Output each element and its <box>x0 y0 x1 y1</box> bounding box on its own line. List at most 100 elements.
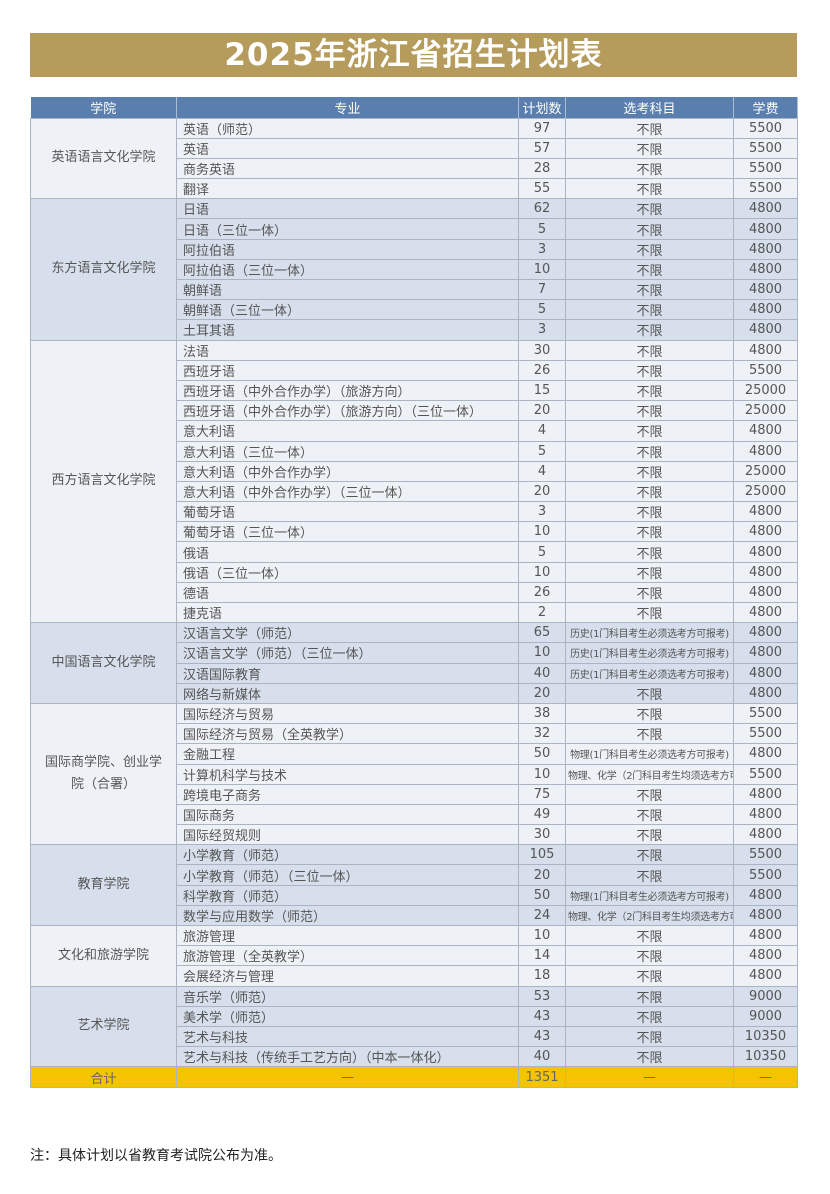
table-row: 俄语（三位一体） 10 不限 4800 <box>31 561 798 583</box>
subjects-cell: 不限 <box>565 581 734 604</box>
subjects-cell: 不限 <box>565 460 734 482</box>
subjects-cell: 不限 <box>565 178 734 200</box>
subjects-cell: 不限 <box>565 965 734 987</box>
table-row: 艺术与科技（传统手工艺方向）（中本一体化） 40 不限 10350 <box>31 1046 798 1068</box>
count-cell: 10 <box>518 521 566 543</box>
fee-cell: 4800 <box>733 824 798 846</box>
fee-cell: 10350 <box>733 1046 798 1068</box>
table-row: 西班牙语（中外合作办学）（旅游方向）（三位一体） 20 不限 25000 <box>31 400 798 422</box>
table-row: 旅游管理（全英教学） 14 不限 4800 <box>31 945 798 967</box>
fee-cell: 4800 <box>733 299 798 321</box>
college-cell: 西方语言文化学院 <box>30 339 177 624</box>
table-row: 意大利语（中外合作办学）（三位一体） 20 不限 25000 <box>31 480 798 503</box>
major-cell: 西班牙语（中外合作办学）（旅游方向） <box>176 379 519 402</box>
table-row: 朝鲜语 7 不限 4800 <box>31 278 798 301</box>
major-cell: 英语（师范） <box>176 117 519 139</box>
fee-cell: 5500 <box>733 763 798 785</box>
table-row: 汉语言文学（师范）（三位一体） 10 历史(1门科目考生必须选考方可报考) 4800 <box>31 642 798 664</box>
total-subjects: — <box>565 1066 734 1089</box>
subjects-cell: 不限 <box>565 258 734 281</box>
major-cell: 葡萄牙语 <box>176 501 519 523</box>
fee-cell: 5500 <box>733 117 798 139</box>
subjects-cell: 不限 <box>565 702 734 725</box>
count-cell: 18 <box>518 965 566 987</box>
fee-cell: 5500 <box>733 157 798 180</box>
major-cell: 俄语 <box>176 541 519 563</box>
fee-cell: 4800 <box>733 501 798 523</box>
count-cell: 40 <box>518 662 566 684</box>
major-cell: 西班牙语（中外合作办学）（旅游方向）（三位一体） <box>176 400 519 422</box>
count-cell: 10 <box>518 642 566 664</box>
major-cell: 美术学（师范） <box>176 1005 519 1027</box>
total-row: 合计 — 1351 — — <box>30 1066 798 1089</box>
total-fee: — <box>733 1066 798 1089</box>
table-row: 国际商学院、创业学院（合署） 国际经济与贸易 38 不限 5500 <box>30 702 798 846</box>
subjects-cell: 物理(1门科目考生必须选考方可报考) <box>565 884 734 906</box>
header-major: 专业 <box>176 97 519 118</box>
fee-cell: 25000 <box>733 480 798 503</box>
count-cell: 10 <box>518 924 566 947</box>
footnote: 注：具体计划以省教育考试院公布为准。 <box>30 1148 282 1164</box>
table-row: 土耳其语 3 不限 4800 <box>31 319 798 341</box>
subjects-cell: 不限 <box>565 218 734 240</box>
fee-cell: 4800 <box>733 198 798 220</box>
major-cell: 汉语言文学（师范）（三位一体） <box>176 642 519 664</box>
table-row: 网络与新媒体 20 不限 4800 <box>31 682 798 704</box>
header-subjects: 选考科目 <box>565 97 734 118</box>
table-row: 翻译 55 不限 5500 <box>31 178 798 200</box>
subjects-cell: 不限 <box>565 783 734 805</box>
header-count: 计划数 <box>518 97 566 118</box>
fee-cell: 4800 <box>733 783 798 805</box>
major-cell: 朝鲜语（三位一体） <box>176 299 519 321</box>
count-cell: 32 <box>518 723 566 745</box>
fee-cell: 9000 <box>733 1005 798 1027</box>
subjects-cell: 不限 <box>565 985 734 1007</box>
subjects-cell: 物理、化学（2门科目考生均须选考方可报考） <box>565 763 734 785</box>
subjects-cell: 物理(1门科目考生必须选考方可报考) <box>565 743 734 765</box>
count-cell: 4 <box>518 420 566 442</box>
table-row: 金融工程 50 物理(1门科目考生必须选考方可报考) 4800 <box>31 743 798 765</box>
subjects-cell: 历史(1门科目考生必须选考方可报考) <box>565 642 734 664</box>
table-row: 文化和旅游学院 旅游管理 10 不限 4800 <box>30 924 798 987</box>
subjects-cell: 不限 <box>565 1046 734 1068</box>
major-cell: 艺术与科技（传统手工艺方向）（中本一体化） <box>176 1046 519 1068</box>
table-row: 跨境电子商务 75 不限 4800 <box>31 783 798 805</box>
subjects-cell: 不限 <box>565 137 734 159</box>
table-row: 西方语言文化学院 法语 30 不限 4800 <box>30 339 798 624</box>
count-cell: 65 <box>518 622 566 644</box>
subjects-cell: 不限 <box>565 723 734 745</box>
subjects-cell: 物理、化学（2门科目考生均须选考方可报考） <box>565 904 734 927</box>
table-row: 葡萄牙语（三位一体） 10 不限 4800 <box>31 521 798 543</box>
major-cell: 小学教育（师范） <box>176 844 519 866</box>
fee-cell: 4800 <box>733 541 798 563</box>
major-cell: 朝鲜语 <box>176 278 519 301</box>
fee-cell: 4800 <box>733 622 798 644</box>
count-cell: 26 <box>518 581 566 604</box>
fee-cell: 4800 <box>733 642 798 664</box>
subjects-cell: 不限 <box>565 319 734 341</box>
subjects-cell: 不限 <box>565 1025 734 1048</box>
subjects-cell: 不限 <box>565 924 734 947</box>
fee-cell: 5500 <box>733 844 798 866</box>
count-cell: 20 <box>518 480 566 503</box>
table-row: 国际经济与贸易（全英教学） 32 不限 5500 <box>31 723 798 745</box>
count-cell: 4 <box>518 460 566 482</box>
college-cell: 东方语言文化学院 <box>30 198 177 341</box>
table-row: 艺术学院 音乐学（师范） 53 不限 9000 <box>30 985 798 1068</box>
fee-cell: 4800 <box>733 662 798 684</box>
count-cell: 53 <box>518 985 566 1007</box>
subjects-cell: 不限 <box>565 864 734 886</box>
subjects-cell: 不限 <box>565 420 734 442</box>
subjects-cell: 不限 <box>565 521 734 543</box>
subjects-cell: 不限 <box>565 198 734 220</box>
count-cell: 24 <box>518 904 566 927</box>
major-cell: 捷克语 <box>176 601 519 624</box>
fee-cell: 4800 <box>733 945 798 967</box>
major-cell: 俄语（三位一体） <box>176 561 519 583</box>
count-cell: 10 <box>518 763 566 785</box>
count-cell: 38 <box>518 702 566 725</box>
count-cell: 55 <box>518 178 566 200</box>
count-cell: 14 <box>518 945 566 967</box>
fee-cell: 5500 <box>733 359 798 381</box>
